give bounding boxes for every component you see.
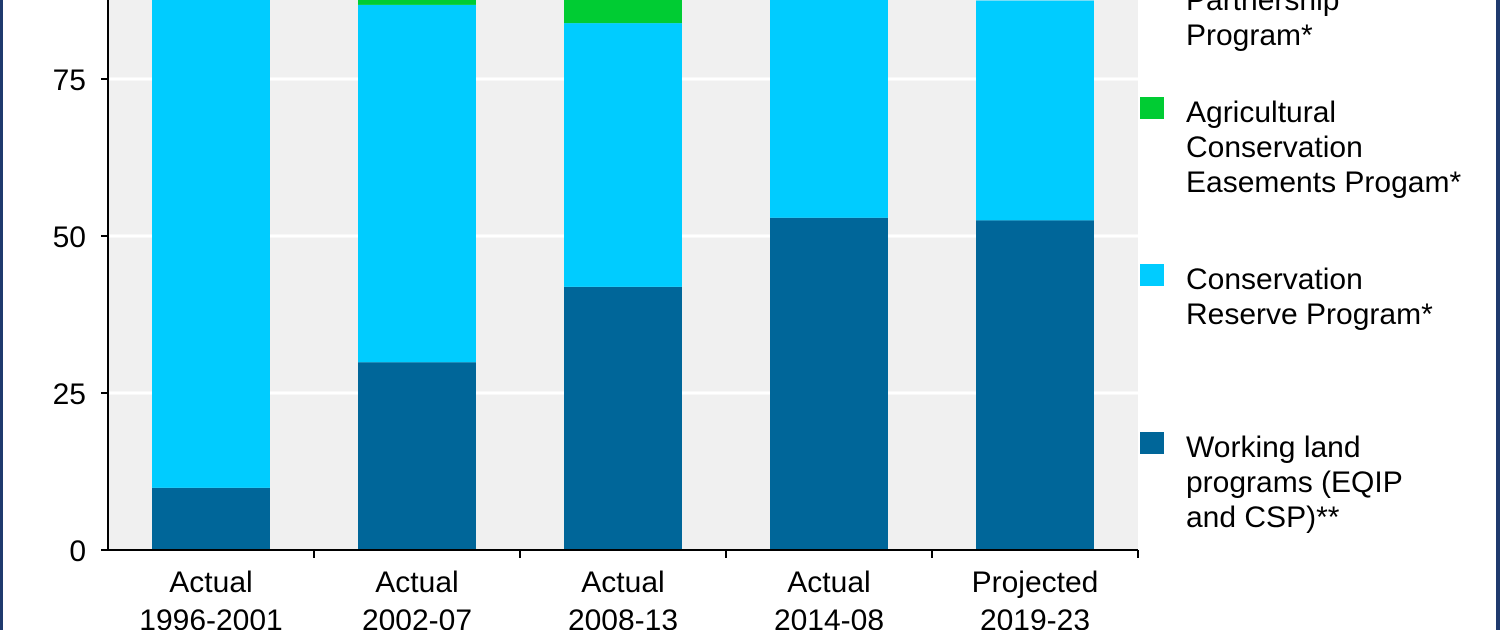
bar-conservation-4 — [976, 0, 1094, 221]
legend-swatch — [1140, 97, 1164, 119]
legend-label: Agricultural Conservation Easements Prog… — [1186, 96, 1462, 199]
bar-working-4 — [976, 220, 1094, 551]
x-tick-label: 2008-13 — [568, 604, 678, 630]
legend-label: Working land programs (EQIP and CSP)** — [1186, 431, 1403, 534]
x-tick-label: Actual — [787, 566, 870, 599]
y-tick-label: 25 — [53, 378, 86, 411]
bar-working-0 — [152, 487, 270, 550]
bar-agricultural-2 — [564, 0, 682, 24]
y-tick-label: 0 — [69, 535, 86, 568]
legend-item: Working land programs (EQIP and CSP)** — [1140, 430, 1403, 535]
legend-swatch — [1140, 432, 1164, 454]
x-tick-label: Projected — [972, 566, 1099, 599]
bar-conservation-0 — [152, 0, 270, 488]
x-tick-label: Actual — [581, 566, 664, 599]
legend-swatch — [1140, 0, 1164, 7]
legend-swatch — [1140, 264, 1164, 286]
legend-item: Agricultural Conservation Easements Prog… — [1140, 95, 1461, 200]
legend-item: Conservation Reserve Program* — [1140, 262, 1433, 332]
y-tick-label: 50 — [53, 221, 86, 254]
x-tick-label: 1996-2001 — [139, 604, 282, 630]
bar-conservation-3 — [770, 0, 888, 218]
x-tick-label: 2014-08 — [774, 604, 884, 630]
bar-working-1 — [358, 362, 476, 550]
x-tick-label: 2019-23 — [980, 604, 1090, 630]
legend-label: Conservation Reserve Program* — [1186, 263, 1433, 331]
legend-item: Partnership Program* — [1140, 0, 1339, 53]
bar-working-2 — [564, 286, 682, 550]
x-tick-label: Actual — [375, 566, 458, 599]
bar-working-3 — [770, 217, 888, 550]
x-tick-label: 2002-07 — [362, 604, 472, 630]
bar-agricultural-1 — [358, 0, 476, 5]
bar-conservation-1 — [358, 4, 476, 363]
x-tick-label: Actual — [169, 566, 252, 599]
bar-conservation-2 — [564, 23, 682, 287]
y-tick-label: 75 — [53, 64, 86, 97]
legend-label: Partnership Program* — [1186, 0, 1340, 52]
